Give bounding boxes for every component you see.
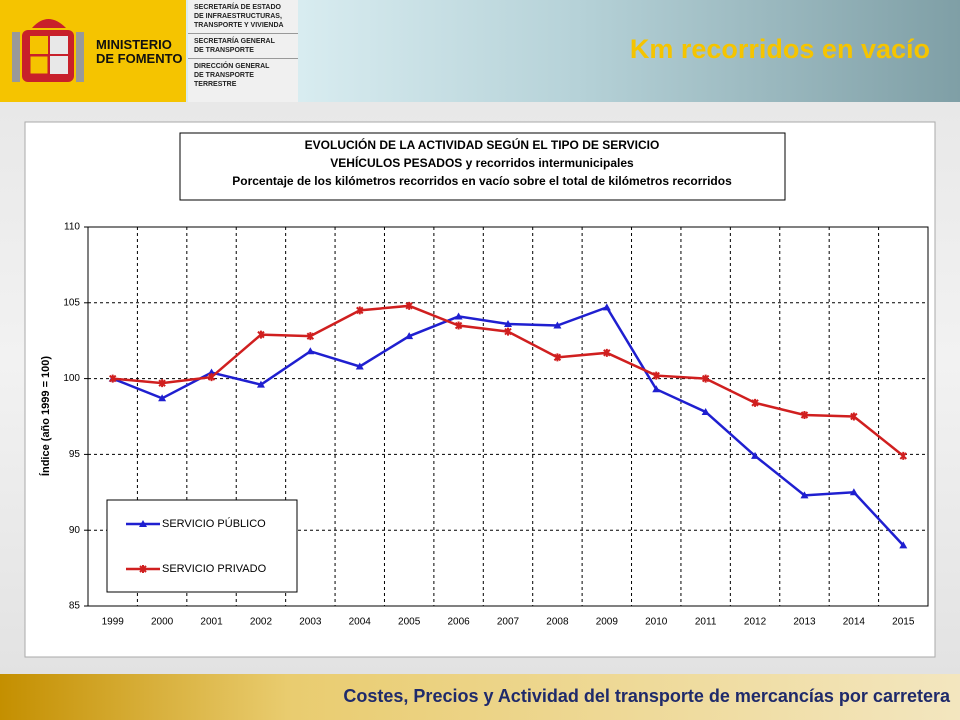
legend-label: SERVICIO PRIVADO: [162, 563, 267, 575]
header: MINISTERIO DE FOMENTO SECRETARÍA DE ESTAD…: [0, 0, 960, 102]
marker: [751, 451, 760, 459]
chart-title: EVOLUCIÓN DE LA ACTIVIDAD SEGÚN EL TIPO …: [305, 137, 660, 152]
org-block: SECRETARÍA DE ESTADO DE INFRAESTRUCTURAS,…: [188, 0, 298, 34]
marker: [454, 312, 463, 320]
marker: [108, 374, 117, 383]
marker: [899, 451, 908, 460]
y-tick-label: 110: [64, 222, 80, 233]
x-tick-label: 1999: [102, 617, 125, 628]
marker: [701, 374, 710, 383]
marker: [405, 301, 413, 310]
x-tick-label: 2008: [546, 617, 569, 628]
marker: [454, 321, 463, 330]
marker: [849, 488, 858, 496]
marker: [652, 371, 660, 380]
chart-title: VEHÍCULOS PESADOS y recorridos intermuni…: [330, 155, 634, 170]
org-line: DE INFRAESTRUCTURAS,: [194, 13, 282, 20]
marker: [504, 327, 512, 336]
marker: [603, 348, 611, 357]
marker: [800, 410, 809, 419]
marker: [701, 407, 710, 415]
x-tick-label: 2011: [695, 617, 717, 628]
marker: [751, 398, 759, 407]
marker: [553, 353, 562, 362]
y-axis-label: Índice (año 1999 = 100): [39, 356, 52, 476]
org-line: DE TRANSPORTE: [194, 72, 254, 79]
x-tick-label: 2004: [349, 617, 372, 628]
marker: [800, 491, 809, 499]
ministry-line: MINISTERIO: [96, 37, 172, 52]
x-tick-label: 2007: [497, 617, 520, 628]
org-line: SECRETARÍA GENERAL: [194, 38, 275, 45]
org-line: DE TRANSPORTE: [194, 47, 254, 54]
marker: [553, 321, 562, 329]
marker: [139, 565, 147, 573]
marker: [158, 394, 167, 402]
x-tick-label: 2002: [250, 617, 273, 628]
x-tick-label: 2006: [447, 617, 470, 628]
marker: [139, 520, 147, 527]
marker: [306, 332, 315, 341]
x-tick-label: 2014: [843, 617, 866, 628]
y-tick-label: 100: [63, 373, 80, 384]
org-line: TRANSPORTE Y VIVIENDA: [194, 22, 284, 29]
x-tick-label: 2010: [645, 617, 668, 628]
slide-title: Km recorridos en vacío: [629, 34, 930, 64]
y-tick-label: 90: [69, 525, 81, 536]
org-line: DIRECCIÓN GENERAL: [194, 63, 270, 70]
marker: [602, 303, 611, 311]
x-tick-label: 2001: [200, 617, 223, 628]
chart-title-box: [179, 132, 786, 201]
marker: [207, 373, 216, 382]
marker: [405, 332, 414, 340]
marker: [899, 541, 908, 549]
marker: [850, 412, 858, 421]
footer: Costes, Precios y Actividad del transpor…: [0, 674, 960, 720]
legend-box: [106, 499, 298, 593]
org-blocks: SECRETARÍA DE ESTADO DE INFRAESTRUCTURAS,…: [188, 0, 298, 102]
x-tick-label: 2003: [299, 617, 322, 628]
x-tick-label: 2015: [892, 617, 915, 628]
y-tick-label: 105: [63, 297, 80, 308]
marker: [356, 306, 364, 315]
marker: [652, 385, 661, 393]
chart-title: Porcentaje de los kilómetros recorridos …: [232, 174, 732, 188]
logo: MINISTERIO DE FOMENTO: [0, 0, 186, 102]
ministry-line: DE FOMENTO: [96, 51, 183, 66]
org-line: SECRETARÍA DE ESTADO: [194, 4, 281, 11]
legend-label: SERVICIO PÚBLICO: [162, 517, 266, 530]
marker: [504, 320, 512, 328]
crest: [12, 19, 84, 82]
x-tick-label: 2013: [793, 617, 816, 628]
org-block: SECRETARÍA GENERAL DE TRANSPORTE: [188, 34, 298, 59]
x-tick-label: 2005: [398, 617, 421, 628]
x-tick-label: 2009: [596, 617, 619, 628]
footer-text: Costes, Precios y Actividad del transpor…: [343, 686, 950, 706]
x-tick-label: 2000: [151, 617, 174, 628]
marker: [257, 330, 265, 339]
ministry: MINISTERIO DE FOMENTO: [96, 38, 182, 66]
marker: [256, 380, 265, 388]
org-line: TERRESTRE: [194, 81, 237, 88]
org-block: DIRECCIÓN GENERAL DE TRANSPORTE TERRESTRE: [188, 59, 298, 92]
y-tick-label: 85: [69, 601, 81, 612]
chart: EVOLUCIÓN DE LA ACTIVIDAD SEGÚN EL TIPO …: [24, 121, 936, 658]
marker: [306, 347, 315, 355]
marker: [158, 379, 166, 388]
y-tick-label: 95: [69, 449, 81, 460]
marker: [355, 362, 364, 370]
x-tick-label: 2012: [744, 617, 767, 628]
